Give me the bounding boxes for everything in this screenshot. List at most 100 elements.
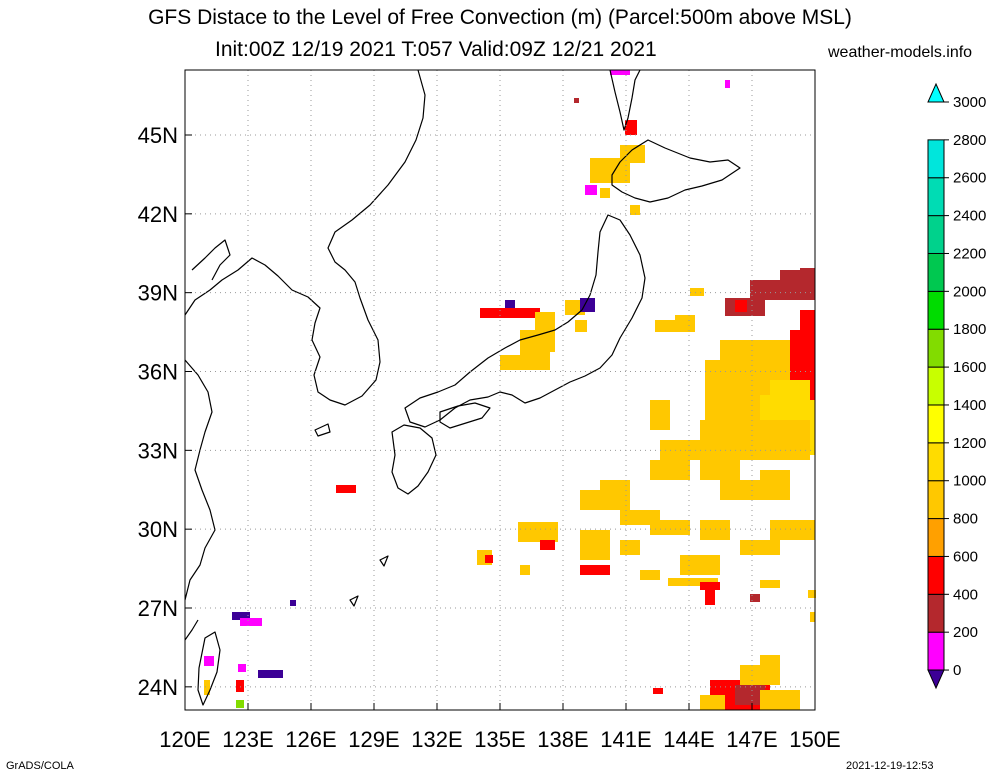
colorbar-swatch: [927, 593, 945, 633]
colorbar-label: 2200: [953, 245, 986, 262]
colorbar-swatch: [927, 177, 945, 217]
site-label[interactable]: weather-models.info: [828, 44, 973, 61]
colorbar-swatch: [927, 139, 945, 179]
lfc-cell: [705, 590, 715, 605]
colorbar: 0 200 400 600 800 1000 1200 1400 1600 1800 2000 220…: [927, 82, 986, 690]
lfc-cell: [700, 695, 725, 710]
latitude-label: 30N: [138, 517, 178, 542]
lfc-cell: [574, 98, 579, 103]
lfc-cell: [238, 664, 246, 672]
lfc-cell: [735, 300, 747, 312]
colorbar-label: 2000: [953, 283, 986, 300]
map-subtitle: Init:00Z 12/19 2021 T:057 Valid:09Z 12/2…: [215, 38, 657, 61]
colorbar-swatch: [927, 442, 945, 482]
lfc-cell: [580, 530, 610, 560]
lfc-cell: [700, 520, 730, 540]
longitude-label: 141E: [600, 727, 651, 752]
footer-right: 2021-12-19-12:53: [846, 760, 934, 772]
lfc-cell: [760, 470, 790, 500]
lfc-field: [204, 70, 816, 710]
coastlines: [184, 69, 741, 706]
lfc-cell: [808, 590, 816, 598]
longitude-label: 150E: [789, 727, 840, 752]
latitude-label: 42N: [138, 202, 178, 227]
lfc-cell: [580, 298, 595, 312]
lfc-cell: [740, 540, 780, 555]
lfc-cell: [720, 480, 760, 500]
lfc-cell: [740, 420, 810, 460]
footer-left: GrADS/COLA: [6, 760, 74, 772]
colorbar-label: 200: [953, 624, 978, 641]
longitude-label: 147E: [726, 727, 777, 752]
latitude-label: 33N: [138, 438, 178, 463]
lfc-cell: [650, 460, 690, 480]
longitude-label: 138E: [537, 727, 588, 752]
colorbar-swatch: [927, 290, 945, 330]
lfc-cell: [700, 582, 720, 590]
latitude-label: 24N: [138, 675, 178, 700]
lfc-cell: [236, 700, 244, 708]
colorbar-swatch: [927, 366, 945, 406]
lfc-cell: [640, 570, 660, 580]
lfc-cell: [800, 268, 815, 278]
lfc-cell: [760, 690, 800, 710]
lfc-cell: [725, 80, 730, 88]
colorbar-label: 600: [953, 548, 978, 565]
lfc-cell: [650, 400, 670, 430]
lfc-cell: [236, 680, 244, 692]
lfc-cell: [653, 688, 663, 694]
latitude-label: 45N: [138, 123, 178, 148]
colorbar-swatch: [927, 480, 945, 520]
lfc-cell: [290, 600, 296, 606]
latitude-label: 27N: [138, 596, 178, 621]
lfc-cell: [620, 540, 640, 555]
colorbar-swatch: [927, 328, 945, 368]
lfc-cell: [540, 540, 555, 550]
lfc-cell: [485, 555, 493, 563]
longitude-label: 135E: [474, 727, 525, 752]
longitude-labels: 120E 123E 126E 129E 132E 135E 138E 141E 144E 147E…: [159, 727, 840, 752]
axis-ticks: [184, 134, 816, 710]
colorbar-swatch: [927, 252, 945, 292]
graticule: [185, 70, 815, 710]
lfc-cell: [750, 594, 760, 602]
lfc-cell: [700, 420, 750, 460]
colorbar-label: 3000: [953, 94, 986, 111]
colorbar-label: 0: [953, 662, 961, 679]
lfc-cell: [675, 315, 695, 330]
lfc-cell: [575, 320, 587, 332]
colorbar-cap-top: [927, 82, 945, 103]
lfc-cell: [760, 580, 780, 588]
lfc-cell: [620, 145, 645, 163]
lfc-cell: [258, 670, 283, 678]
lfc-cell: [770, 520, 815, 540]
latitude-label: 39N: [138, 281, 178, 306]
colorbar-swatch: [927, 215, 945, 254]
lfc-cell: [240, 618, 262, 626]
lfc-cell: [735, 685, 765, 705]
lfc-cell: [690, 288, 704, 296]
lfc-cell: [668, 578, 718, 586]
longitude-label: 144E: [663, 727, 714, 752]
lfc-cell: [232, 612, 250, 620]
longitude-label: 126E: [285, 727, 336, 752]
colorbar-cap-bottom: [927, 669, 945, 690]
lfc-cell: [760, 655, 780, 670]
lfc-cell: [650, 520, 690, 535]
lfc-cell: [600, 480, 630, 490]
lfc-cell: [630, 205, 640, 215]
colorbar-label: 400: [953, 586, 978, 603]
lfc-cell: [810, 612, 815, 622]
longitude-label: 129E: [348, 727, 399, 752]
lfc-cell: [580, 490, 630, 510]
latitude-labels: 24N 27N 30N 33N 36N 39N 42N 45N: [138, 123, 178, 700]
map-title: GFS Distace to the Level of Free Convect…: [148, 6, 852, 29]
lfc-cell: [750, 280, 780, 300]
colorbar-label: 2600: [953, 170, 986, 187]
colorbar-swatch: [927, 555, 945, 595]
lfc-cell: [700, 460, 740, 480]
lfc-cell: [585, 185, 597, 195]
colorbar-label: 1400: [953, 397, 986, 414]
lfc-cell: [500, 355, 530, 370]
